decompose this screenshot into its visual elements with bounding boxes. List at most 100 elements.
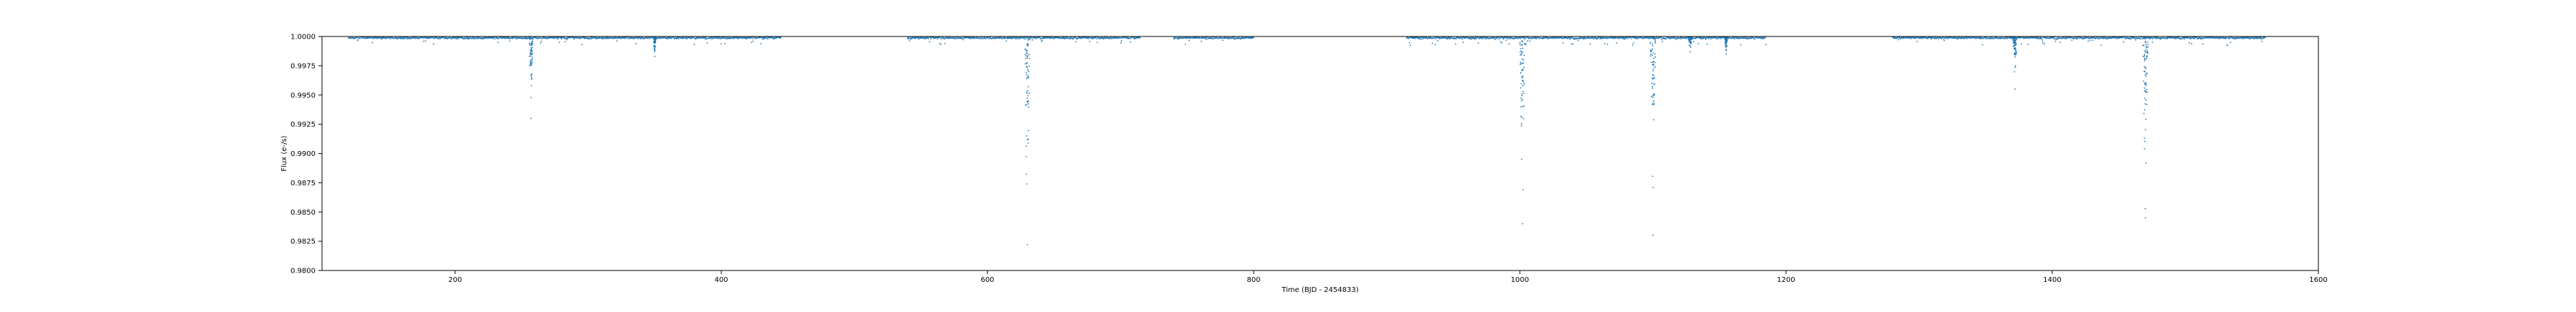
transit-point xyxy=(2144,59,2146,62)
flux-point xyxy=(500,36,502,38)
flux-point xyxy=(691,37,693,39)
flux-point xyxy=(1460,36,1463,39)
transit-point xyxy=(2144,87,2145,89)
transit-point xyxy=(1025,63,1026,65)
flux-point xyxy=(1590,37,1591,39)
transit-point xyxy=(1725,42,1727,44)
flux-point xyxy=(1499,37,1501,39)
transit-minimum-point xyxy=(2014,88,2016,90)
flux-point xyxy=(2081,36,2083,39)
flux-point xyxy=(1525,43,1527,45)
flux-point xyxy=(1040,40,1043,42)
transit-point xyxy=(2015,43,2017,45)
flux-point xyxy=(1937,36,1939,38)
flux-point xyxy=(682,37,684,39)
flux-point xyxy=(2149,38,2151,40)
flux-point xyxy=(2062,37,2064,39)
transit-point xyxy=(2014,47,2016,49)
y-axis-ticks: 1.0000 0.9975 0.9950 0.9925 0.9900 0.9875 0.98… xyxy=(291,34,322,276)
transit-point xyxy=(529,43,531,45)
data-points-layer xyxy=(348,36,2266,245)
flux-point xyxy=(2230,42,2232,44)
flux-point xyxy=(1062,36,1064,39)
transit-point xyxy=(2144,97,2146,99)
flux-point xyxy=(1087,36,1089,39)
flux-point xyxy=(2188,42,2190,44)
transit-point xyxy=(1650,96,1652,97)
flux-point xyxy=(1496,38,1498,39)
flux-point xyxy=(2083,38,2085,40)
flux-point xyxy=(1916,41,1918,43)
transit-point xyxy=(1652,87,1654,89)
transit-point xyxy=(1654,66,1656,68)
flux-point xyxy=(710,38,712,40)
flux-point xyxy=(1552,36,1554,39)
flux-point xyxy=(1063,38,1065,40)
flux-point xyxy=(724,42,726,44)
transit-point xyxy=(1523,67,1525,68)
transit-point xyxy=(2012,40,2014,42)
flux-point xyxy=(1579,38,1581,40)
transit-point xyxy=(1025,104,1028,106)
transit-point xyxy=(1028,71,1030,72)
flux-point xyxy=(1508,43,1511,45)
flux-point xyxy=(2196,36,2197,39)
transit-point xyxy=(2145,75,2147,77)
flux-point xyxy=(634,38,635,39)
flux-point xyxy=(648,37,650,39)
flux-point xyxy=(2077,38,2079,39)
flux-point xyxy=(2049,36,2051,38)
transit-point xyxy=(1689,39,1691,40)
flux-point xyxy=(414,37,416,39)
transit-point xyxy=(1654,39,1657,41)
transit-point xyxy=(653,51,655,53)
flux-point xyxy=(2125,37,2127,39)
flux-point xyxy=(1461,39,1463,40)
flux-point xyxy=(2049,37,2051,39)
transit-point xyxy=(2144,109,2145,111)
flux-point xyxy=(1184,43,1186,45)
flux-point xyxy=(1622,38,1624,40)
transit-point xyxy=(1523,54,1526,56)
flux-point xyxy=(1221,39,1224,42)
flux-point xyxy=(1715,36,1717,39)
transit-point xyxy=(2014,56,2016,58)
transit-point xyxy=(2142,55,2144,57)
transit-point xyxy=(531,60,533,62)
flux-point xyxy=(635,43,637,45)
flux-point xyxy=(1571,37,1574,39)
transit-point xyxy=(1522,69,1524,71)
transit-point xyxy=(2015,54,2016,56)
flux-point xyxy=(1088,36,1091,38)
transit-point xyxy=(1521,69,1523,72)
flux-point xyxy=(1980,36,1982,39)
transit-point xyxy=(2012,39,2014,41)
flux-point xyxy=(988,38,990,40)
transit-point xyxy=(1028,92,1030,94)
flux-point xyxy=(716,37,718,39)
flux-point xyxy=(2130,38,2132,39)
transit-point xyxy=(530,52,532,53)
flux-point xyxy=(1694,37,1697,39)
flux-point xyxy=(2057,38,2059,40)
flux-point xyxy=(1015,38,1018,39)
flux-point xyxy=(2166,38,2168,39)
flux-point xyxy=(1985,38,1987,40)
transit-point xyxy=(653,36,655,39)
transit-point xyxy=(654,46,656,48)
flux-point xyxy=(1420,38,1423,40)
transit-point xyxy=(1025,57,1027,59)
flux-point xyxy=(501,37,503,39)
flux-point xyxy=(1408,42,1410,44)
transit-point xyxy=(2145,52,2147,54)
flux-point xyxy=(2087,40,2089,42)
flux-point xyxy=(2032,37,2034,39)
transit-point xyxy=(654,42,655,44)
flux-point xyxy=(907,36,909,39)
transit-point xyxy=(1026,67,1028,69)
transit-point xyxy=(2147,41,2149,43)
flux-point xyxy=(1743,36,1745,38)
flux-point xyxy=(424,40,426,42)
flux-point xyxy=(468,38,470,40)
flux-point xyxy=(2152,41,2153,43)
